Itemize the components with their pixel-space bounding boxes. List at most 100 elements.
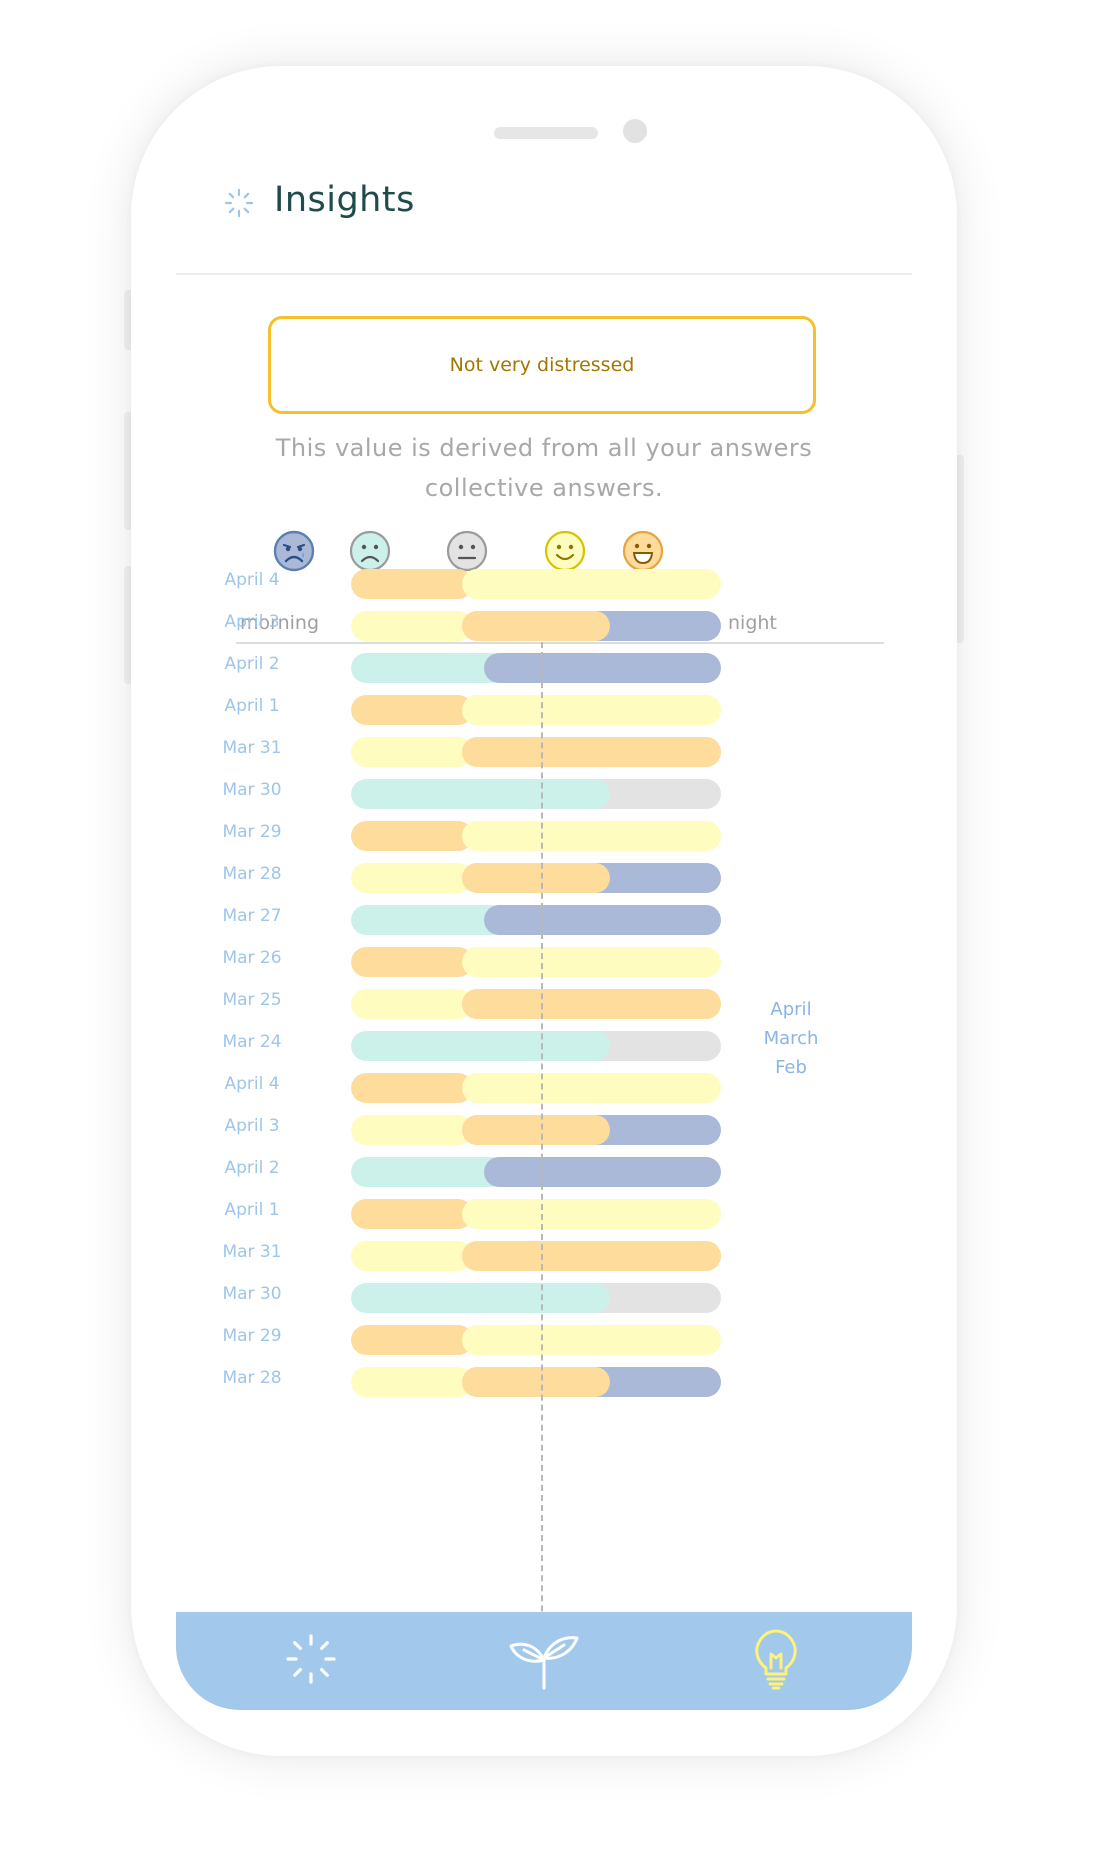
mood-segment-yellow [462,1073,721,1103]
mood-segment-orange [462,989,721,1019]
day-label: Mar 28 [222,864,282,884]
noon-marker [541,642,543,1710]
day-row: Mar 28 [176,863,912,893]
app-header: Insights [176,180,912,275]
day-row: Mar 29 [176,821,912,851]
day-row: April 1 [176,695,912,725]
day-row: Mar 31 [176,1241,912,1271]
day-mood-bar[interactable] [351,1073,783,1103]
day-mood-bar[interactable] [351,1115,783,1145]
day-label: April 4 [224,570,280,590]
mood-segment-yellow [351,1115,473,1145]
mood-segment-orange [351,947,473,977]
day-row: Mar 29 [176,1325,912,1355]
mood-segment-yellow [351,989,473,1019]
day-mood-bar[interactable] [351,1325,783,1355]
day-label: Mar 27 [222,906,282,926]
mood-segment-orange [462,1115,610,1145]
day-row: April 4 [176,1073,912,1103]
tab-growth[interactable] [504,1612,584,1710]
mood-segment-blue [484,905,721,935]
day-label: April 3 [224,1116,280,1136]
day-row: April 2 [176,1157,912,1187]
day-mood-bar[interactable] [351,779,783,809]
day-label: Mar 31 [222,1242,282,1262]
day-label: April 1 [224,1200,280,1220]
day-mood-bar[interactable] [351,905,783,935]
sprout-icon [508,1628,580,1694]
mood-segment-orange [351,695,473,725]
smiling-face-icon[interactable] [544,530,586,572]
mood-segment-yellow [351,1241,473,1271]
mood-segment-orange [351,1325,473,1355]
status-description: This value is derived from all your answ… [206,428,882,508]
day-label: Mar 29 [222,1326,282,1346]
mood-segment-orange [351,821,473,851]
sun-spinner-icon [223,187,255,223]
grinning-face-icon[interactable] [622,530,664,572]
day-mood-bar[interactable] [351,1241,783,1271]
day-row: Mar 28 [176,1367,912,1397]
day-mood-bar[interactable] [351,821,783,851]
distress-status-badge[interactable]: Not very distressed [268,316,816,414]
day-mood-bar[interactable] [351,569,783,599]
mood-segment-teal [351,779,610,809]
mood-segment-yellow [462,569,721,599]
month-filter-april[interactable]: April [770,999,812,1020]
mood-segment-orange [351,1073,473,1103]
distress-status-label: Not very distressed [449,354,635,376]
day-mood-bar[interactable] [351,737,783,767]
day-row: April 3 [176,1115,912,1145]
timeline-morning-label: morning [240,612,320,634]
day-label: April 1 [224,696,280,716]
day-mood-bar[interactable] [351,1157,783,1187]
mood-segment-orange [462,611,610,641]
month-filter-feb[interactable]: Feb [775,1057,807,1078]
description-line-2: collective answers. [424,474,664,502]
page-title: Insights [274,180,415,220]
day-mood-bar[interactable] [351,863,783,893]
day-mood-bar[interactable] [351,1199,783,1229]
mood-segment-orange [462,737,721,767]
day-row: April 2 [176,653,912,683]
day-mood-bar[interactable] [351,653,783,683]
day-label: Mar 31 [222,738,282,758]
day-row: Mar 30 [176,779,912,809]
mood-segment-orange [462,863,610,893]
tab-ideas[interactable] [736,1612,816,1710]
day-row: Mar 31 [176,737,912,767]
description-line-1: This value is derived from all your answ… [275,434,813,462]
day-label: Mar 30 [222,780,282,800]
phone-camera [623,119,647,143]
mood-segment-yellow [462,1199,721,1229]
day-mood-bar[interactable] [351,1283,783,1313]
day-row: Mar 24 [176,1031,912,1061]
mood-segment-orange [351,1199,473,1229]
day-row: Mar 27 [176,905,912,935]
day-mood-bar[interactable] [351,989,783,1019]
sad-face-icon[interactable] [349,530,391,572]
month-filter-march[interactable]: March [763,1028,819,1049]
day-mood-bar[interactable] [351,1367,783,1397]
mood-segment-yellow [351,737,473,767]
day-row: Mar 26 [176,947,912,977]
mood-segment-orange [351,569,473,599]
crying-face-icon[interactable] [273,530,315,572]
mood-segment-yellow [351,1367,473,1397]
mood-segment-teal [351,1283,610,1313]
bottom-tab-bar [176,1612,912,1710]
day-mood-bar[interactable] [351,611,783,641]
mood-segment-teal [351,1031,610,1061]
tab-insights[interactable] [271,1612,351,1710]
mood-segment-yellow [462,695,721,725]
day-label: Mar 26 [222,948,282,968]
day-mood-bar[interactable] [351,947,783,977]
sun-spinner-icon [285,1633,337,1689]
phone-speaker [494,127,598,139]
day-mood-bar[interactable] [351,695,783,725]
day-mood-bar[interactable] [351,1031,783,1061]
neutral-face-icon[interactable] [446,530,488,572]
mood-segment-yellow [462,821,721,851]
phone-power-button [954,455,964,643]
timeline-night-label: night [728,612,777,634]
